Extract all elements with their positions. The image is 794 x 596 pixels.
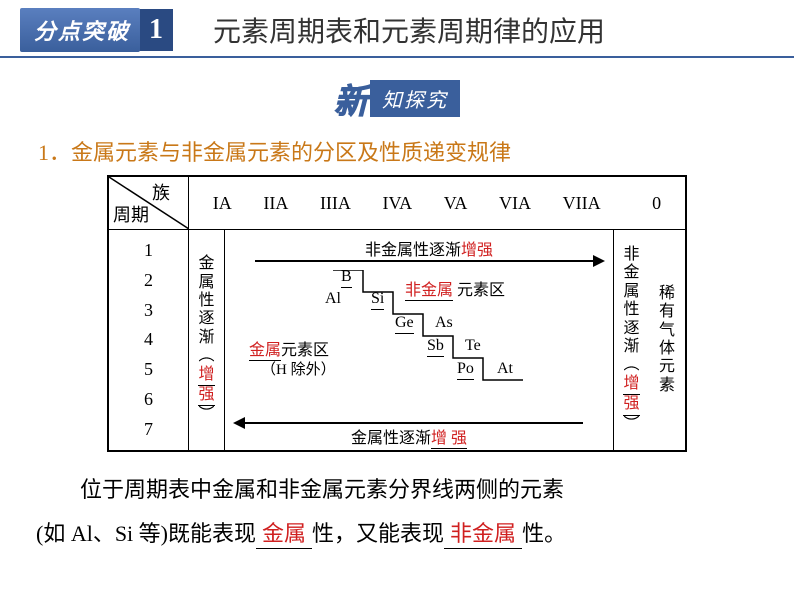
group-label: IIA: [263, 193, 288, 214]
group-row: IA IIA IIIA IVA VA VIA VIIA 0: [189, 177, 685, 229]
el-At: At: [497, 360, 513, 378]
right-vertical-label-1: 非金属性逐渐 ︵ 增强 ︶: [613, 230, 649, 450]
el-As: As: [435, 314, 453, 332]
corner-group-label: 族: [152, 179, 170, 205]
nonmetal-region: 非金属 元素区: [405, 276, 505, 300]
period-column: 1 2 3 4 5 6 7: [109, 230, 189, 450]
group-label: IA: [213, 193, 232, 214]
bottom-paragraph: 位于周期表中金属和非金属元素分界线两侧的元素 (如 Al、Si 等)既能表现金属…: [36, 468, 758, 556]
main-area: 非金属性逐渐增强 B Al Si Ge As Sb Te Po At 非金属 元…: [225, 230, 613, 450]
group-label: VIA: [499, 193, 531, 214]
bottom-arrow-label: 金属性逐渐增 强: [235, 424, 583, 448]
el-Po: Po: [457, 360, 474, 380]
header: 分点突破1 元素周期表和元素周期律的应用: [0, 0, 794, 58]
corner-cell: 族 周期: [109, 177, 189, 229]
h-note: （H 除外）: [261, 358, 336, 379]
right-vertical-label-2: 稀有气体元素: [649, 230, 685, 450]
el-Sb: Sb: [427, 337, 444, 357]
sub-badge-new: 新: [334, 74, 368, 123]
el-Si: Si: [371, 290, 384, 310]
el-Ge: Ge: [395, 314, 414, 334]
period-label: 4: [144, 329, 153, 350]
top-arrow: [255, 260, 603, 262]
section-title: 1．金属元素与非金属元素的分区及性质递变规律: [38, 135, 794, 167]
period-label: 2: [144, 270, 153, 291]
period-label: 6: [144, 389, 153, 410]
el-Te: Te: [465, 337, 481, 355]
period-label: 1: [144, 240, 153, 261]
metal-region: 金属元素区: [249, 336, 329, 360]
sub-badge-text: 知探究: [370, 80, 460, 117]
top-arrow-label: 非金属性逐渐增强: [255, 236, 603, 260]
group-label: 0: [652, 193, 661, 214]
group-label: VIIA: [563, 193, 601, 214]
page-title: 元素周期表和元素周期律的应用: [213, 10, 605, 50]
period-label: 3: [144, 300, 153, 321]
period-label: 7: [144, 419, 153, 440]
diagram: 族 周期 IA IIA IIIA IVA VA VIA VIIA 0 1 2 3…: [107, 175, 687, 452]
group-label: IVA: [383, 193, 413, 214]
sub-heading: 新 知探究: [0, 74, 794, 123]
badge: 分点突破: [20, 8, 140, 52]
group-label: VA: [444, 193, 468, 214]
left-vertical-label: 金属性逐渐 ︵ 增强 ︶: [189, 230, 225, 450]
el-B: B: [341, 268, 352, 288]
badge-number: 1: [139, 9, 173, 51]
period-label: 5: [144, 359, 153, 380]
el-Al: Al: [325, 290, 341, 308]
group-label: IIIA: [320, 193, 351, 214]
corner-period-label: 周期: [113, 201, 149, 227]
